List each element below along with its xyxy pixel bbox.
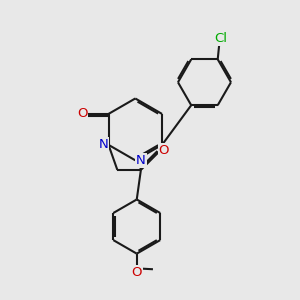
Text: Cl: Cl — [214, 32, 227, 45]
Text: O: O — [77, 107, 87, 120]
Text: N: N — [136, 154, 146, 167]
Text: O: O — [131, 266, 142, 279]
Text: O: O — [159, 144, 169, 157]
Text: N: N — [98, 138, 108, 151]
